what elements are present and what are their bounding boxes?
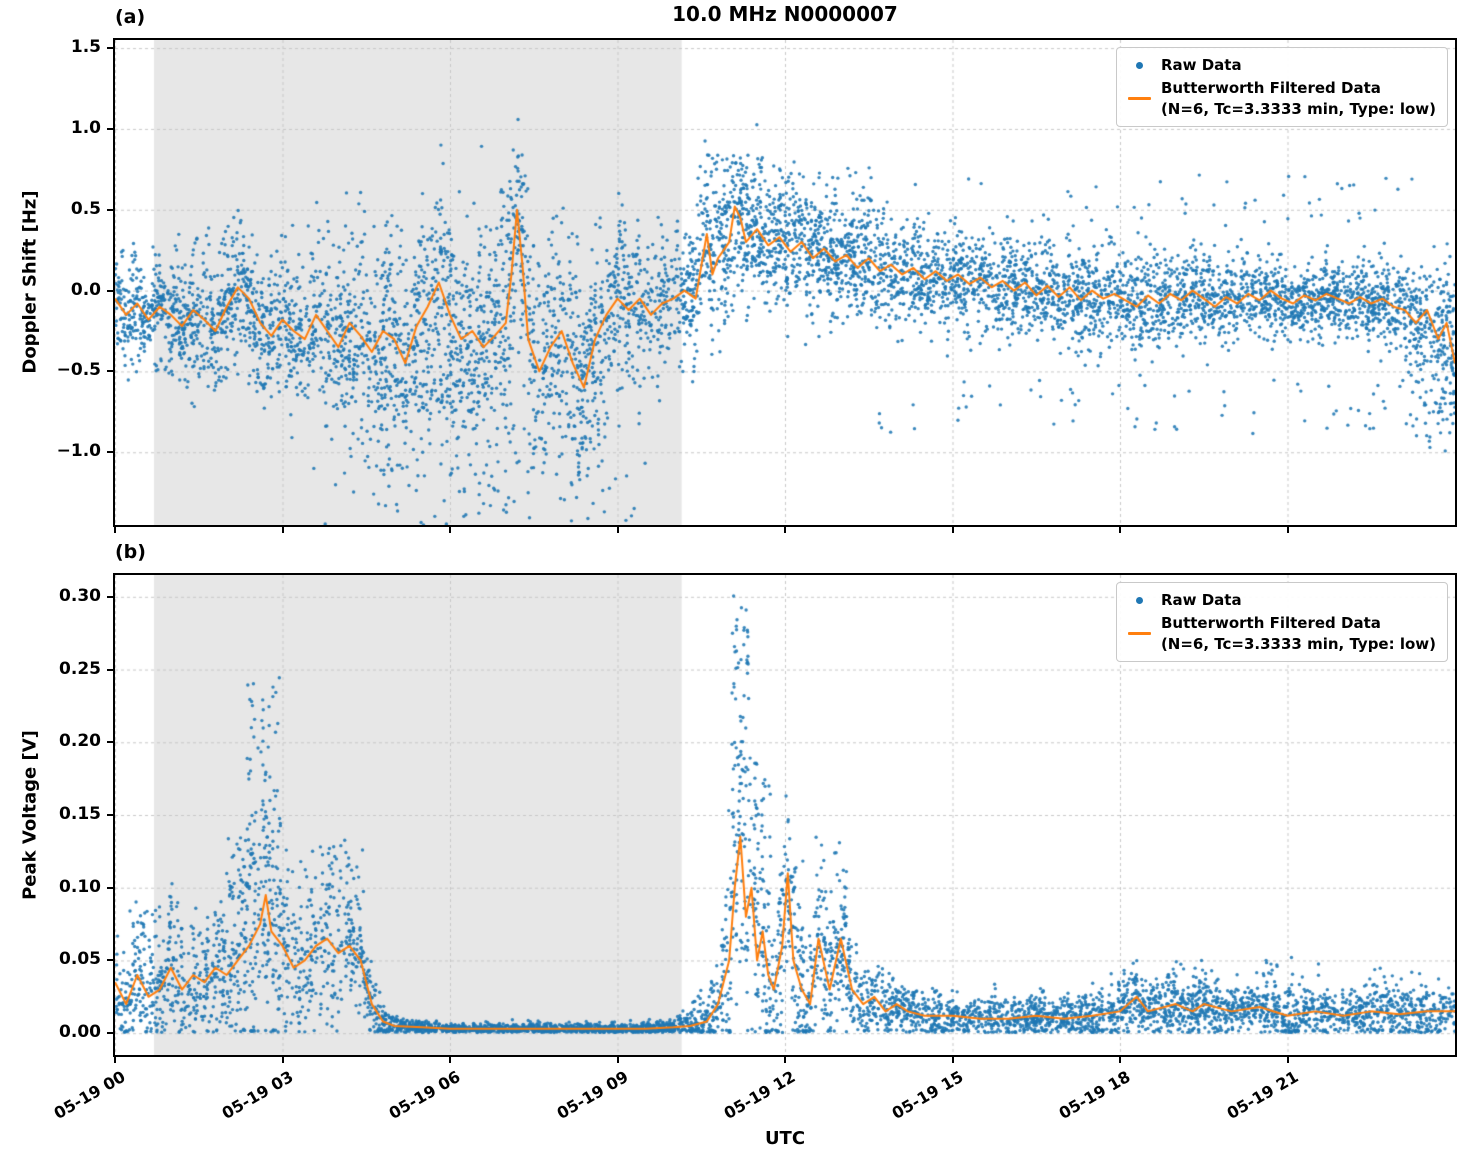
y-tick-label: −0.5 [56,360,101,381]
y-tick-label: 0.05 [59,949,101,970]
x-axis-label: UTC [764,1128,806,1149]
y-tick-mark [107,668,113,671]
y-tick-label: 0.10 [59,876,101,897]
panel-b-plot: Raw Data Butterworth Filtered Data (N=6,… [113,573,1457,1057]
x-tick-mark [449,527,451,533]
filtered-data-label: Butterworth Filtered Data (N=6, Tc=3.333… [1161,613,1436,654]
filtered-data-label-line1: Butterworth Filtered Data [1160,614,1381,633]
filtered-data-sublabel: (N=6, Tc=3.3333 min, Type: low) [1160,634,1436,653]
x-tick-mark [1119,1057,1121,1063]
y-tick-label: 0.00 [59,1022,101,1043]
x-tick-mark [449,1057,451,1063]
x-tick-mark [1286,527,1289,533]
y-tick-mark [107,451,113,454]
y-tick-mark [107,47,113,50]
x-tick-label: 05-19 00 [50,1067,129,1123]
line-marker-icon [1127,632,1151,635]
legend-row-raw: Raw Data [1128,55,1436,75]
x-tick-mark [114,1057,116,1063]
x-tick-mark [1119,527,1121,533]
y-tick-mark [107,959,113,962]
y-tick-mark [107,127,113,130]
filtered-data-label: Butterworth Filtered Data (N=6, Tc=3.333… [1161,78,1436,119]
x-tick-mark [1286,1057,1289,1063]
y-tick-mark [107,289,113,292]
y-tick-label: 0.0 [70,279,101,300]
y-tick-mark [107,370,113,373]
x-tick-mark [281,1057,284,1063]
legend-a: Raw Data Butterworth Filtered Data (N=6,… [1115,47,1448,127]
legend-b: Raw Data Butterworth Filtered Data (N=6,… [1115,582,1448,662]
x-tick-mark [951,1057,954,1063]
filtered-data-label-line1: Butterworth Filtered Data [1160,79,1381,98]
y-tick-label: 0.20 [59,731,101,752]
y-tick-label: −1.0 [56,441,101,462]
y-tick-mark [107,741,113,744]
y-tick-label: 0.15 [59,804,101,824]
x-tick-mark [951,527,954,533]
panel-a-plot: Raw Data Butterworth Filtered Data (N=6,… [113,38,1457,527]
panel-b-label: (b) [115,541,146,563]
x-tick-mark [616,527,619,533]
legend-row-filtered: Butterworth Filtered Data (N=6, Tc=3.333… [1127,613,1436,654]
raw-data-label: Raw Data [1160,56,1242,74]
x-tick-mark [281,527,284,533]
panel-a-label: (a) [115,6,146,28]
y-tick-label: 0.5 [70,198,101,219]
y-tick-label: 0.30 [59,585,101,606]
y-tick-mark [107,886,113,889]
y-tick-mark [107,208,113,211]
figure-title: 10.0 MHz N0000007 [672,2,898,26]
scatter-marker-icon [1135,61,1143,69]
x-tick-mark [784,527,786,533]
legend-row-filtered: Butterworth Filtered Data (N=6, Tc=3.333… [1127,78,1436,119]
raw-data-label: Raw Data [1160,591,1242,609]
y-tick-mark [107,1032,113,1035]
x-tick-mark [616,1057,619,1063]
scatter-marker-icon [1135,596,1143,604]
y-tick-mark [107,595,113,598]
y-tick-label: 1.5 [70,37,101,58]
y-tick-label: 1.0 [70,117,101,138]
line-marker-icon [1127,97,1151,100]
y-tick-label: 0.25 [59,658,101,679]
x-tick-mark [784,1057,786,1063]
filtered-data-sublabel: (N=6, Tc=3.3333 min, Type: low) [1160,99,1436,118]
legend-row-raw: Raw Data [1128,590,1436,610]
x-tick-mark [114,527,116,533]
y-tick-mark [107,814,113,816]
